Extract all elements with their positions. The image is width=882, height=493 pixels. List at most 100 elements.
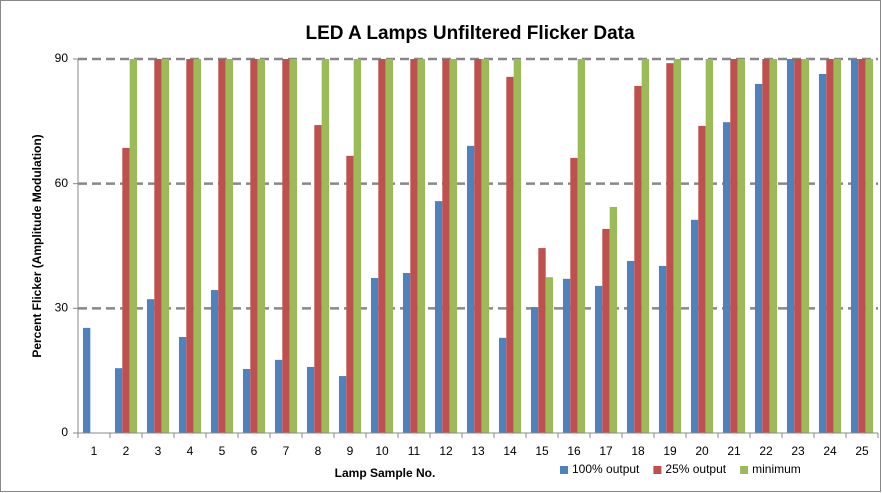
y-axis-label: Percent Flicker (Amplitude Modulation) <box>30 134 44 357</box>
x-tick-label: 17 <box>599 444 613 458</box>
bar <box>274 359 283 433</box>
legend-label: minimum <box>752 462 801 476</box>
bar <box>225 59 234 433</box>
bar <box>417 59 426 433</box>
bar <box>850 59 859 433</box>
x-tick-label: 5 <box>219 444 226 458</box>
bar <box>218 59 226 433</box>
x-tick-label: 3 <box>155 444 162 458</box>
bar <box>506 76 514 433</box>
bar <box>161 59 170 433</box>
bar <box>193 59 202 433</box>
x-tick-label: 19 <box>663 444 677 458</box>
bar <box>690 219 699 433</box>
bar <box>402 273 411 433</box>
bar <box>609 206 618 433</box>
bar <box>865 59 874 433</box>
bar <box>466 145 475 433</box>
legend-label: 100% output <box>572 462 640 476</box>
x-tick-label: 11 <box>408 444 421 458</box>
bar <box>634 86 642 433</box>
bar <box>658 265 667 433</box>
y-tick-label: 0 <box>61 425 68 439</box>
bar <box>474 59 482 433</box>
bar <box>794 59 802 433</box>
y-tick-label: 90 <box>55 51 69 65</box>
bar <box>626 260 635 433</box>
bar <box>833 59 842 433</box>
bar <box>786 59 795 433</box>
bar <box>570 157 578 433</box>
bar <box>210 290 219 433</box>
bar <box>858 59 866 433</box>
x-tick-label: 25 <box>855 444 869 458</box>
x-tick-label: 9 <box>347 444 354 458</box>
bar <box>481 59 490 433</box>
x-axis-label: Lamp Sample No. <box>335 466 436 480</box>
chart-title: LED A Lamps Unfiltered Flicker Data <box>305 23 634 44</box>
bar <box>442 59 450 433</box>
bar <box>562 278 571 433</box>
bar <box>705 59 714 433</box>
x-tick-label: 18 <box>631 444 645 458</box>
x-tick-label: 1 <box>91 444 98 458</box>
bar <box>346 155 354 433</box>
bar <box>385 59 394 433</box>
bar <box>673 59 682 433</box>
x-tick-label: 21 <box>727 444 741 458</box>
x-tick-label: 12 <box>439 444 453 458</box>
bar <box>146 299 155 433</box>
x-tick-label: 10 <box>375 444 389 458</box>
bar <box>513 59 522 433</box>
bar <box>353 59 362 433</box>
bar <box>538 248 546 433</box>
bar <box>641 59 650 433</box>
x-tick-label: 13 <box>471 444 485 458</box>
y-tick-label: 30 <box>55 301 69 315</box>
bar <box>801 59 810 433</box>
bar <box>178 337 187 433</box>
legend-swatch <box>560 466 568 474</box>
legend-label: 25% output <box>665 462 726 476</box>
bar <box>114 368 123 433</box>
bar <box>321 59 330 433</box>
bar <box>186 59 194 433</box>
legend-swatch <box>653 466 662 474</box>
bar <box>338 376 347 433</box>
bar <box>282 59 290 433</box>
x-tick-label: 22 <box>759 444 773 458</box>
bar <box>722 122 731 434</box>
bar <box>314 125 322 433</box>
bar <box>594 285 603 433</box>
bar <box>602 228 610 433</box>
legend-swatch <box>740 466 749 474</box>
x-tick-label: 15 <box>535 444 549 458</box>
bar <box>737 59 746 433</box>
bar <box>82 327 91 433</box>
bar <box>370 277 379 433</box>
bar <box>498 337 507 433</box>
bar <box>154 59 162 433</box>
x-tick-label: 8 <box>315 444 322 458</box>
bar <box>257 59 266 433</box>
bar <box>826 59 834 433</box>
bar <box>762 59 770 433</box>
bar <box>410 59 418 433</box>
y-tick-label: 60 <box>55 176 69 190</box>
x-tick-label: 20 <box>695 444 709 458</box>
x-tick-label: 24 <box>823 444 837 458</box>
bar <box>666 63 674 434</box>
bar <box>122 147 130 433</box>
x-tick-label: 23 <box>791 444 805 458</box>
bar <box>434 201 443 433</box>
bar <box>769 59 778 433</box>
bar <box>242 369 251 433</box>
bar <box>754 83 763 433</box>
x-tick-label: 6 <box>251 444 258 458</box>
bar <box>289 59 298 433</box>
bar <box>577 59 586 433</box>
x-tick-label: 4 <box>187 444 194 458</box>
bar <box>545 277 554 433</box>
bar <box>306 366 315 433</box>
